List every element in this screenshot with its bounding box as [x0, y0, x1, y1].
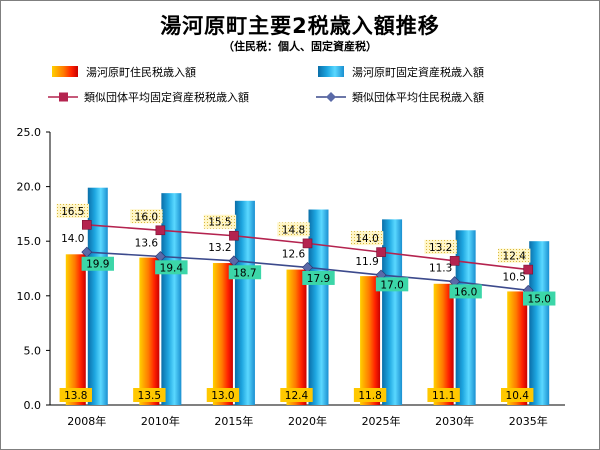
bar-residence-tax-label: 13.0: [211, 390, 234, 402]
bar-property-tax-label-bg: [302, 270, 335, 285]
bar-property-tax-label-bg: [449, 284, 482, 299]
bar-property-tax: [455, 230, 476, 405]
data-labels: 13.8 19.9 13.5 19.4 13.0 18.7 12.4 17.9 11.8 17.0…: [56, 203, 556, 402]
line-avg-residence-tax-label: 10.5: [503, 271, 526, 283]
bar-property-tax: [382, 219, 403, 405]
y-tick-label: 0.0: [24, 399, 42, 412]
x-tick-label: 2010年: [141, 414, 180, 428]
bar-property-tax-label: 19.9: [86, 259, 109, 271]
line-avg-property-tax-label: 14.8: [282, 224, 305, 236]
y-tick-label: 20.0: [17, 181, 42, 194]
chart-subtitle: （住民税：個人、固定資産税）: [223, 40, 377, 53]
bar-residence-tax: [507, 291, 528, 405]
marker-avg-property-tax: [523, 264, 534, 275]
line-avg-residence-tax-label: 13.6: [135, 237, 159, 249]
x-tick-label: 2015年: [214, 414, 253, 428]
bar-property-tax-label: 15.0: [528, 294, 551, 306]
bar-property-tax-label-bg: [375, 277, 409, 292]
line-avg-property-tax-label-bg: [130, 209, 163, 224]
bar-residence-tax-label-bg: [280, 388, 313, 402]
y-tick-label: 5.0: [24, 344, 42, 357]
x-tick-label: 2030年: [435, 414, 474, 428]
bars: [65, 187, 550, 405]
bar-residence-tax-label: 12.4: [285, 390, 309, 402]
bar-property-tax-label: 19.4: [160, 262, 184, 274]
y-tick-label: 15.0: [17, 235, 42, 248]
marker-avg-property-tax: [376, 247, 386, 257]
marker-avg-property-tax: [302, 238, 313, 249]
line-avg-property-tax-label: 15.5: [208, 217, 231, 229]
bar-residence-tax-label: 11.8: [358, 390, 381, 402]
legend-avg-property-tax-marker: [59, 92, 68, 102]
bar-residence-tax: [139, 257, 160, 405]
bar-property-tax: [87, 187, 108, 405]
bar-residence-tax-label-bg: [133, 388, 166, 402]
x-tick-label: 2008年: [67, 414, 106, 428]
line-avg-property-tax-label: 14.0: [355, 233, 378, 245]
bar-property-tax-label-bg: [523, 291, 556, 306]
bar-residence-tax-label-bg: [501, 388, 534, 402]
line-avg-property-tax-label-bg: [350, 231, 384, 246]
bar-residence-tax-label-bg: [59, 388, 92, 402]
bar-property-tax: [529, 241, 550, 405]
line-avg-property-tax-label: 16.5: [61, 206, 84, 218]
marker-avg-property-tax: [81, 220, 92, 230]
bar-residence-tax-label: 11.1: [432, 390, 455, 402]
marker-avg-property-tax: [449, 256, 460, 266]
legend-avg-residence-tax-label: 類似団体平均住民税歳入額: [352, 90, 484, 104]
bar-residence-tax: [65, 254, 86, 405]
bar-property-tax-label-bg: [228, 265, 262, 280]
bar-residence-tax-label: 13.8: [64, 390, 87, 402]
legend-residence-tax-label: 湯河原町住民税歳入額: [86, 65, 196, 79]
legend-residence-tax-swatch: [52, 66, 78, 77]
legend-avg-residence-tax-marker: [326, 92, 336, 102]
bar-residence-tax: [212, 263, 233, 405]
axes: 0.0 5.0 10.0 15.0 20.0 25.0 2008年 2010年 2015年 202…: [17, 126, 565, 428]
line-avg-residence-tax-label: 14.0: [61, 233, 84, 245]
bar-residence-tax-label: 13.5: [138, 390, 161, 402]
bar-property-tax-label-bg: [81, 256, 114, 271]
line-avg-property-tax-label-bg: [498, 248, 531, 263]
bar-property-tax: [161, 193, 182, 405]
lines: [81, 220, 534, 296]
x-tick-label: 2025年: [362, 414, 401, 428]
line-avg-residence-tax-label: 13.2: [208, 242, 231, 254]
bar-property-tax-label-bg: [155, 260, 188, 275]
line-avg-residence-tax-label: 11.9: [355, 256, 378, 268]
marker-avg-property-tax: [229, 230, 239, 241]
bar-residence-tax-label-bg: [206, 388, 240, 402]
bar-residence-tax: [360, 276, 381, 405]
legend-property-tax-label: 湯河原町固定資産税歳入額: [352, 65, 484, 79]
chart-title: 湯河原町主要2税歳入額推移: [160, 14, 440, 38]
marker-avg-property-tax: [155, 225, 166, 236]
x-tick-label: 2035年: [509, 414, 548, 428]
line-avg-property-tax-label-bg: [424, 239, 457, 254]
bar-property-tax-label: 18.7: [233, 267, 256, 279]
line-avg-residence-tax-label: 11.3: [429, 263, 452, 275]
bar-residence-tax-label: 10.4: [506, 390, 530, 402]
line-avg-property-tax-label: 12.4: [503, 251, 527, 263]
legend-property-tax-swatch: [318, 66, 344, 77]
bar-property-tax: [308, 209, 329, 405]
bar-property-tax-label: 17.9: [307, 273, 330, 285]
line-avg-residence-tax-label: 12.6: [282, 248, 306, 260]
line-avg-property-tax-label: 16.0: [135, 211, 158, 223]
bar-residence-tax: [433, 283, 454, 405]
y-tick-label: 25.0: [17, 126, 42, 139]
x-tick-label: 2020年: [288, 414, 327, 428]
y-tick-label: 10.0: [17, 290, 42, 303]
bar-property-tax-label: 17.0: [380, 279, 403, 291]
bar-property-tax: [234, 200, 255, 405]
line-avg-property-tax-label-bg: [56, 203, 89, 218]
bar-residence-tax-label-bg: [427, 388, 460, 402]
line-avg-property-tax-label: 13.2: [429, 242, 452, 254]
line-avg-property-tax-label-bg: [203, 214, 237, 229]
bar-property-tax-label: 16.0: [454, 286, 477, 298]
bar-residence-tax: [286, 269, 307, 405]
line-avg-property-tax-label-bg: [277, 222, 310, 237]
legend-avg-property-tax-label: 類似団体平均固定資産税税歳入額: [84, 90, 249, 104]
bar-residence-tax-label-bg: [353, 388, 387, 402]
